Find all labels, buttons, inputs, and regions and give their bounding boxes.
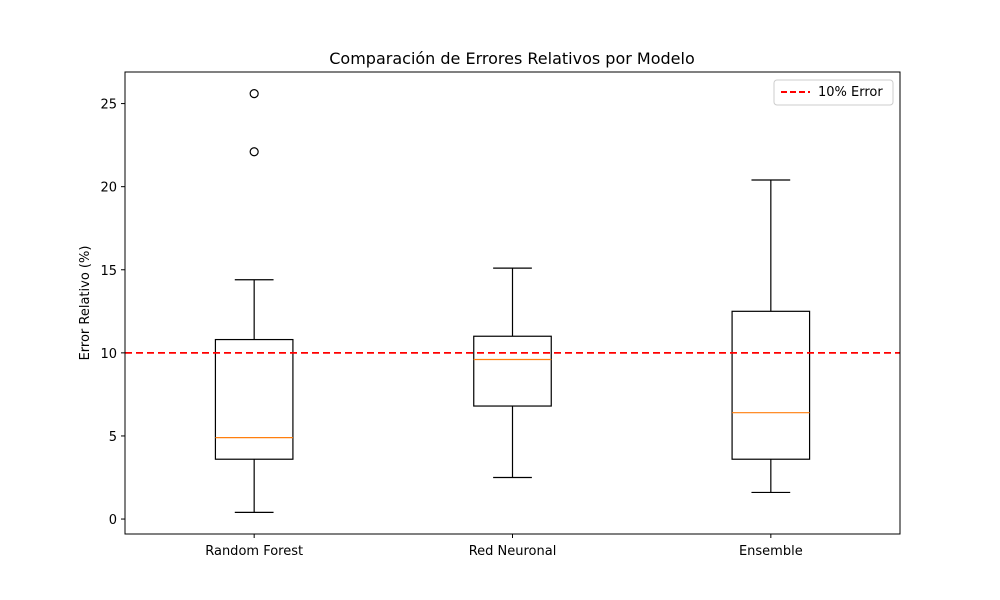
- box-iqr: [473, 335, 552, 407]
- x-tick-label: Random Forest: [205, 544, 303, 559]
- box-iqr: [214, 338, 294, 460]
- y-tick-label: 0: [109, 513, 117, 528]
- outlier-point: [249, 147, 259, 157]
- plot-area: [125, 89, 900, 513]
- y-tick-label: 20: [100, 181, 117, 196]
- x-axis: Random Forest Red Neuronal Ensemble: [205, 534, 803, 559]
- box-1: [214, 89, 294, 513]
- x-tick-label: Ensemble: [739, 544, 803, 559]
- chart-title: Comparación de Errores Relativos por Mod…: [329, 49, 694, 68]
- legend-frame: [773, 79, 894, 106]
- legend-entry-label: 10% Error: [818, 85, 883, 100]
- y-tick-label: 10: [100, 347, 117, 362]
- outlier-point: [249, 89, 259, 99]
- y-tick-label: 25: [100, 98, 117, 113]
- box-3: [731, 179, 811, 494]
- y-axis: 0 5 10 15 20 25: [100, 98, 125, 528]
- y-tick-label: 5: [109, 430, 117, 445]
- x-tick-label: Red Neuronal: [469, 544, 557, 559]
- legend: 10% Error: [773, 79, 894, 106]
- y-tick-label: 15: [100, 264, 117, 279]
- box-2: [473, 267, 552, 479]
- box-iqr: [731, 310, 811, 460]
- y-axis-label: Error Relativo (%): [78, 246, 93, 361]
